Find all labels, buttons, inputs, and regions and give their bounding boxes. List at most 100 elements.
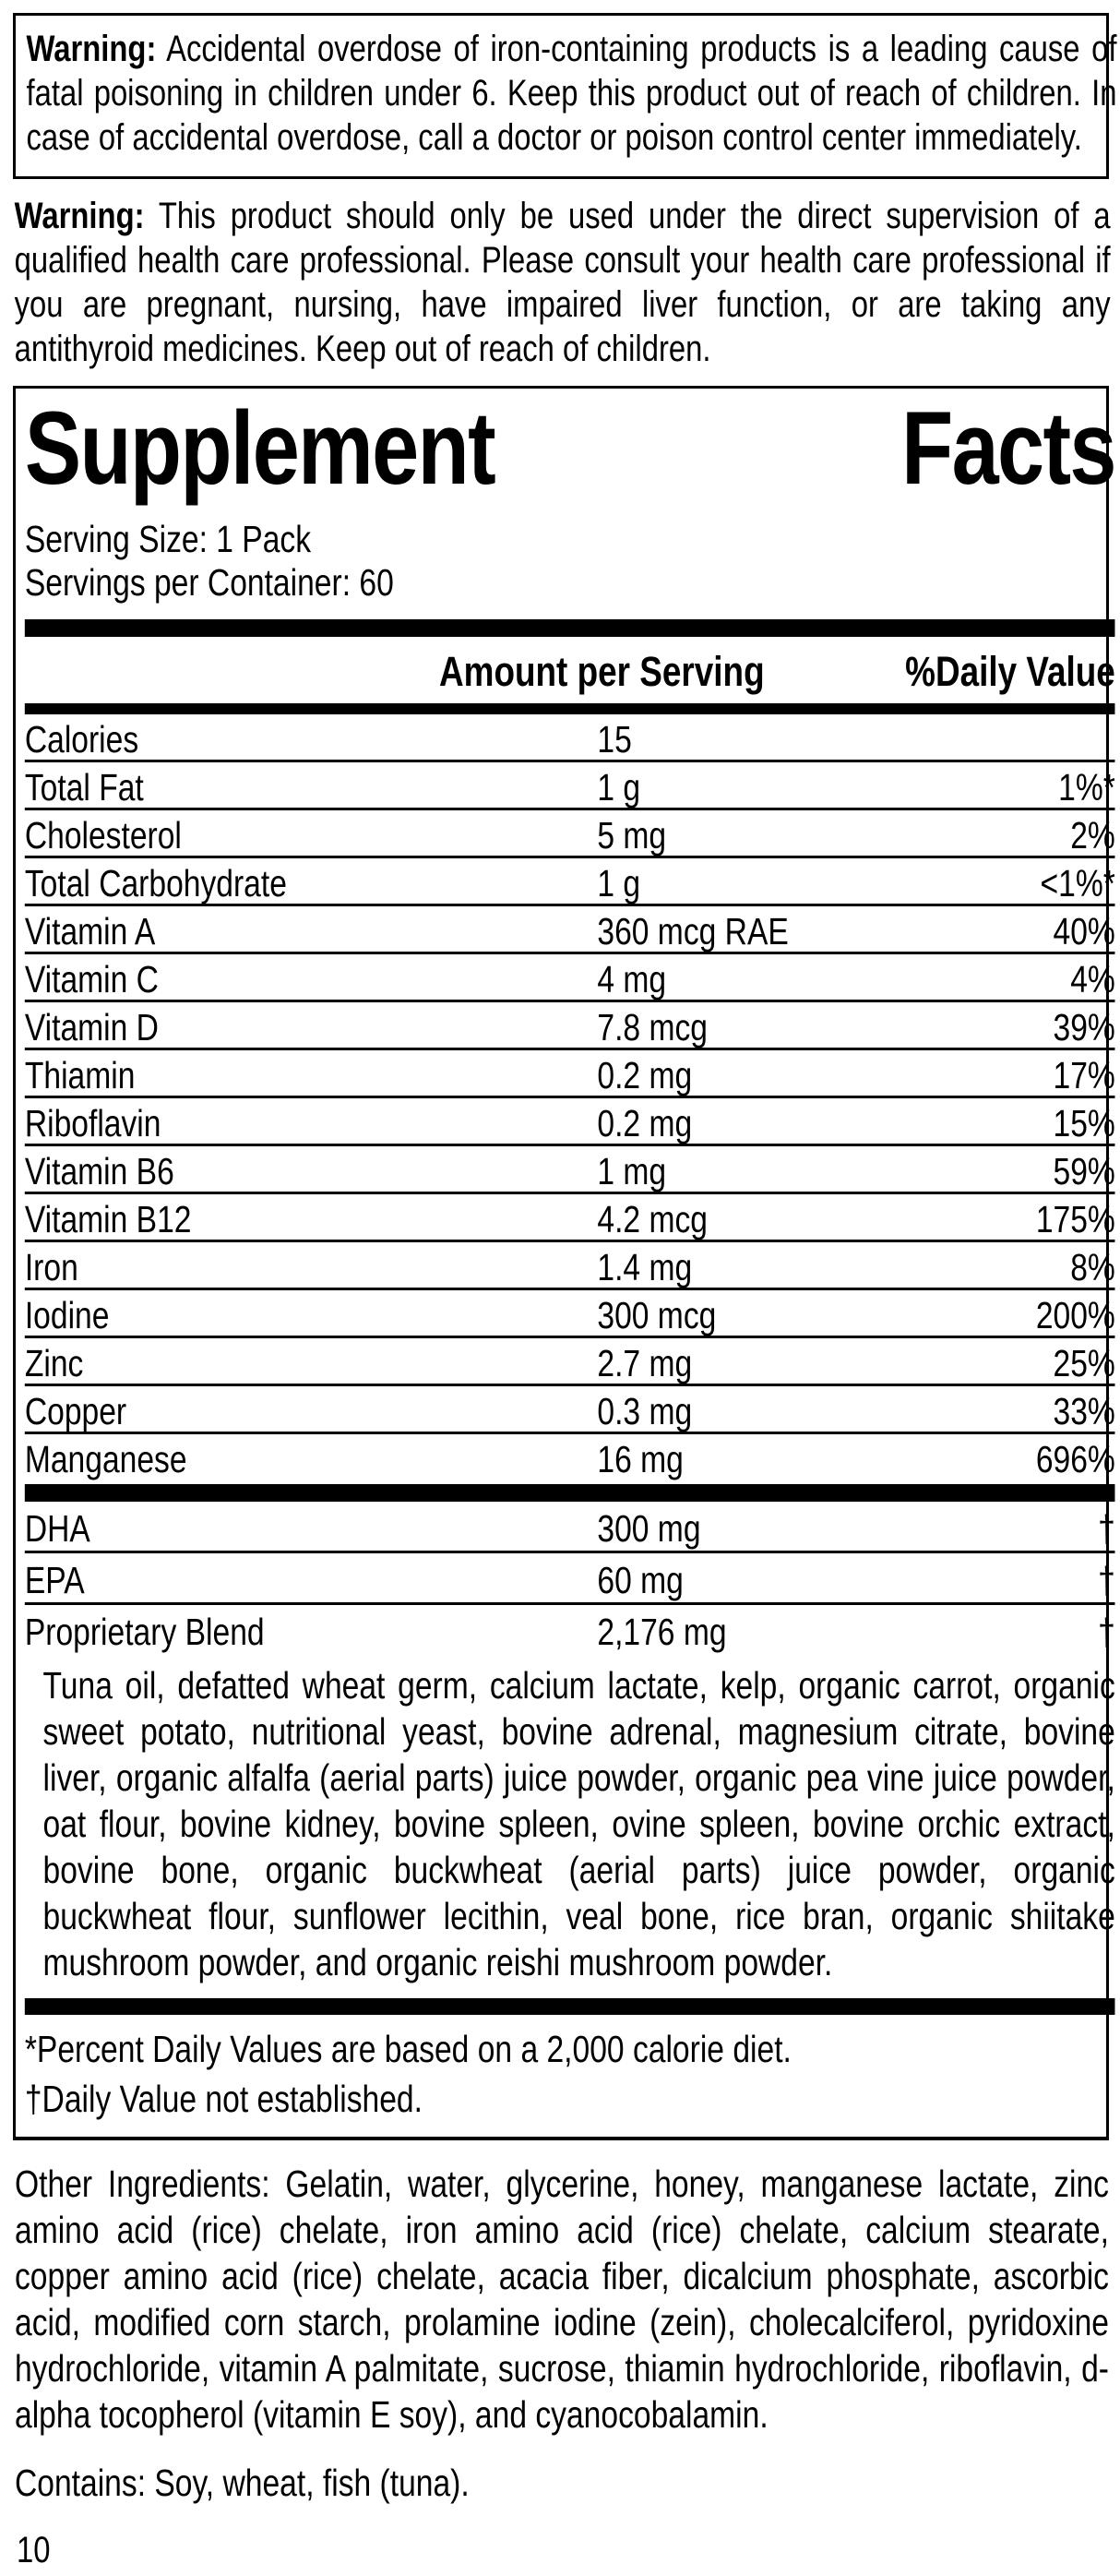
nutrient-amount: 360 mcg RAE — [597, 910, 789, 953]
table-row: Copper 0.3 mg 33% — [24, 1386, 1115, 1434]
serving-info: Serving Size: 1 Pack Servings per Contai… — [25, 518, 1115, 605]
nutrient-dv: <1%* — [1040, 862, 1115, 905]
servings-per-container: Servings per Container: 60 — [24, 561, 394, 604]
iron-warning-box: Warning: Accidental overdose of iron-con… — [13, 13, 1116, 179]
table-row: Vitamin C 4 mg 4% — [24, 954, 1115, 1002]
nutrient-name: Total Carbohydrate — [24, 862, 287, 905]
nutrient-name: Vitamin C — [24, 958, 159, 1000]
nutrient-dv: 25% — [1053, 1342, 1115, 1384]
nutrient-amount: 4.2 mcg — [597, 1198, 708, 1240]
divider-bar-header — [24, 703, 1115, 714]
table-row: Total Carbohydrate 1 g <1%* — [24, 858, 1115, 906]
nutrient-name: Copper — [24, 1390, 127, 1432]
iron-warning-body: Accidental overdose of iron-containing p… — [26, 29, 1117, 158]
page-number: 10 — [17, 2530, 1120, 2570]
nutrient-dv: 8% — [1070, 1246, 1115, 1288]
nutrient-dv: 2% — [1070, 814, 1115, 857]
nutrient-amount: 1 g — [597, 862, 641, 905]
footnote-dagger: †Daily Value not established. — [24, 2078, 423, 2120]
nutrient-dv: 59% — [1053, 1150, 1115, 1192]
serving-size: Serving Size: 1 Pack — [24, 518, 312, 560]
supervision-warning-label: Warning: — [14, 196, 145, 236]
supervision-warning-body: This product should only be used under t… — [14, 196, 1111, 369]
table-header-row: Amount per Serving %Daily Value — [25, 637, 1115, 703]
nutrient-amount: 5 mg — [597, 814, 667, 857]
divider-bar-top — [24, 619, 1115, 637]
page-number-text: 10 — [17, 2530, 51, 2570]
nutrient-name: Iodine — [24, 1294, 110, 1336]
supplement-label-page: Warning: Accidental overdose of iron-con… — [0, 13, 1120, 2576]
nutrient-amount: 300 mg — [597, 1507, 701, 1550]
nutrient-dv: 17% — [1053, 1054, 1115, 1096]
table-row: Riboflavin 0.2 mg 15% — [24, 1098, 1115, 1146]
nutrient-dv: 40% — [1053, 910, 1115, 953]
nutrient-dv: 696% — [1035, 1438, 1115, 1480]
nutrient-name: Vitamin B12 — [24, 1198, 192, 1240]
nutrient-name: EPA — [24, 1559, 85, 1601]
other-ingredients-text: Other Ingredients: Gelatin, water, glyce… — [15, 2163, 1109, 2436]
nutrient-name: Proprietary Blend — [24, 1611, 265, 1653]
column-header-amount: Amount per Serving — [438, 648, 765, 695]
table-row: Zinc 2.7 mg 25% — [24, 1338, 1115, 1386]
contains-section: Contains: Soy, wheat, fish (tuna). — [15, 2460, 1109, 2506]
table-row: EPA 60 mg † — [24, 1553, 1115, 1605]
nutrient-amount: 1 mg — [597, 1150, 667, 1192]
supervision-warning-text: Warning: This product should only be use… — [15, 194, 1111, 371]
nutrient-amount: 2.7 mg — [597, 1342, 693, 1384]
table-row: Proprietary Blend 2,176 mg † — [25, 1605, 1115, 1657]
table-row: Cholesterol 5 mg 2% — [24, 810, 1115, 858]
nutrient-name: Total Fat — [24, 766, 144, 809]
footnote-daily-value: *Percent Daily Values are based on a 2,0… — [24, 2028, 792, 2070]
nutrient-name: DHA — [24, 1507, 90, 1550]
nutrient-amount: 1 g — [597, 766, 641, 809]
table-row: Vitamin B6 1 mg 59% — [24, 1146, 1115, 1194]
nutrient-amount: 0.2 mg — [597, 1102, 693, 1144]
other-ingredients-section: Other Ingredients: Gelatin, water, glyce… — [15, 2161, 1109, 2438]
nutrient-dv: 175% — [1035, 1198, 1115, 1240]
table-row: Calories 15 — [24, 714, 1115, 762]
nutrient-amount: 60 mg — [597, 1559, 684, 1601]
table-row: Thiamin 0.2 mg 17% — [24, 1050, 1115, 1098]
iron-warning-text: Warning: Accidental overdose of iron-con… — [26, 27, 1116, 160]
nutrient-amount: 16 mg — [597, 1438, 684, 1480]
nutrient-name: Thiamin — [24, 1054, 136, 1096]
nutrient-amount: 0.3 mg — [597, 1390, 693, 1432]
nutrient-name: Cholesterol — [24, 814, 182, 857]
panel-title-word1: Supplement — [24, 390, 496, 506]
table-row: Vitamin D 7.8 mcg 39% — [24, 1002, 1115, 1050]
table-row: DHA 300 mg † — [24, 1502, 1115, 1553]
nutrient-amount: 2,176 mg — [597, 1611, 727, 1653]
nutrient-name: Vitamin A — [24, 910, 156, 953]
proprietary-blend-description: Tuna oil, defatted wheat germ, calcium l… — [42, 1664, 1115, 1983]
column-header-daily-value: %Daily Value — [905, 648, 1115, 695]
nutrient-name: Vitamin B6 — [24, 1150, 174, 1192]
nutrient-name: Vitamin D — [24, 1006, 159, 1048]
nutrient-name: Manganese — [24, 1438, 187, 1480]
nutrient-dv: 4% — [1070, 958, 1115, 1000]
nutrient-dv: 15% — [1053, 1102, 1115, 1144]
footnotes: *Percent Daily Values are based on a 2,0… — [25, 2024, 1115, 2124]
nutrient-dv: 33% — [1053, 1390, 1115, 1432]
nutrient-dv: 200% — [1035, 1294, 1115, 1336]
nutrient-dv: † — [1098, 1507, 1115, 1550]
supervision-warning: Warning: This product should only be use… — [13, 194, 1111, 371]
nutrient-amount: 4 mg — [597, 958, 667, 1000]
nutrient-dv: † — [1098, 1611, 1115, 1653]
table-row: Manganese 16 mg 696% — [25, 1434, 1115, 1482]
nutrient-dv: 39% — [1053, 1006, 1115, 1048]
supplement-facts-panel: Supplement Facts Serving Size: 1 Pack Se… — [13, 386, 1116, 2140]
nutrient-name: Iron — [24, 1246, 78, 1288]
nutrient-amount: 7.8 mcg — [597, 1006, 708, 1048]
table-row: Vitamin B12 4.2 mcg 175% — [24, 1194, 1115, 1242]
table-row: Vitamin A 360 mcg RAE 40% — [24, 906, 1115, 954]
nutrient-amount: 300 mcg — [597, 1294, 717, 1336]
divider-bar-middle — [24, 1484, 1115, 1502]
table-row: Iodine 300 mcg 200% — [24, 1290, 1115, 1338]
contains-text: Contains: Soy, wheat, fish (tuna). — [15, 2462, 470, 2504]
iron-warning-label: Warning: — [26, 29, 157, 69]
table-row: Iron 1.4 mg 8% — [24, 1242, 1115, 1290]
nutrient-dv: 1%* — [1058, 766, 1115, 809]
nutrient-name: Riboflavin — [24, 1102, 161, 1144]
nutrient-name: Zinc — [24, 1342, 84, 1384]
divider-bar-bottom — [24, 1998, 1115, 2015]
